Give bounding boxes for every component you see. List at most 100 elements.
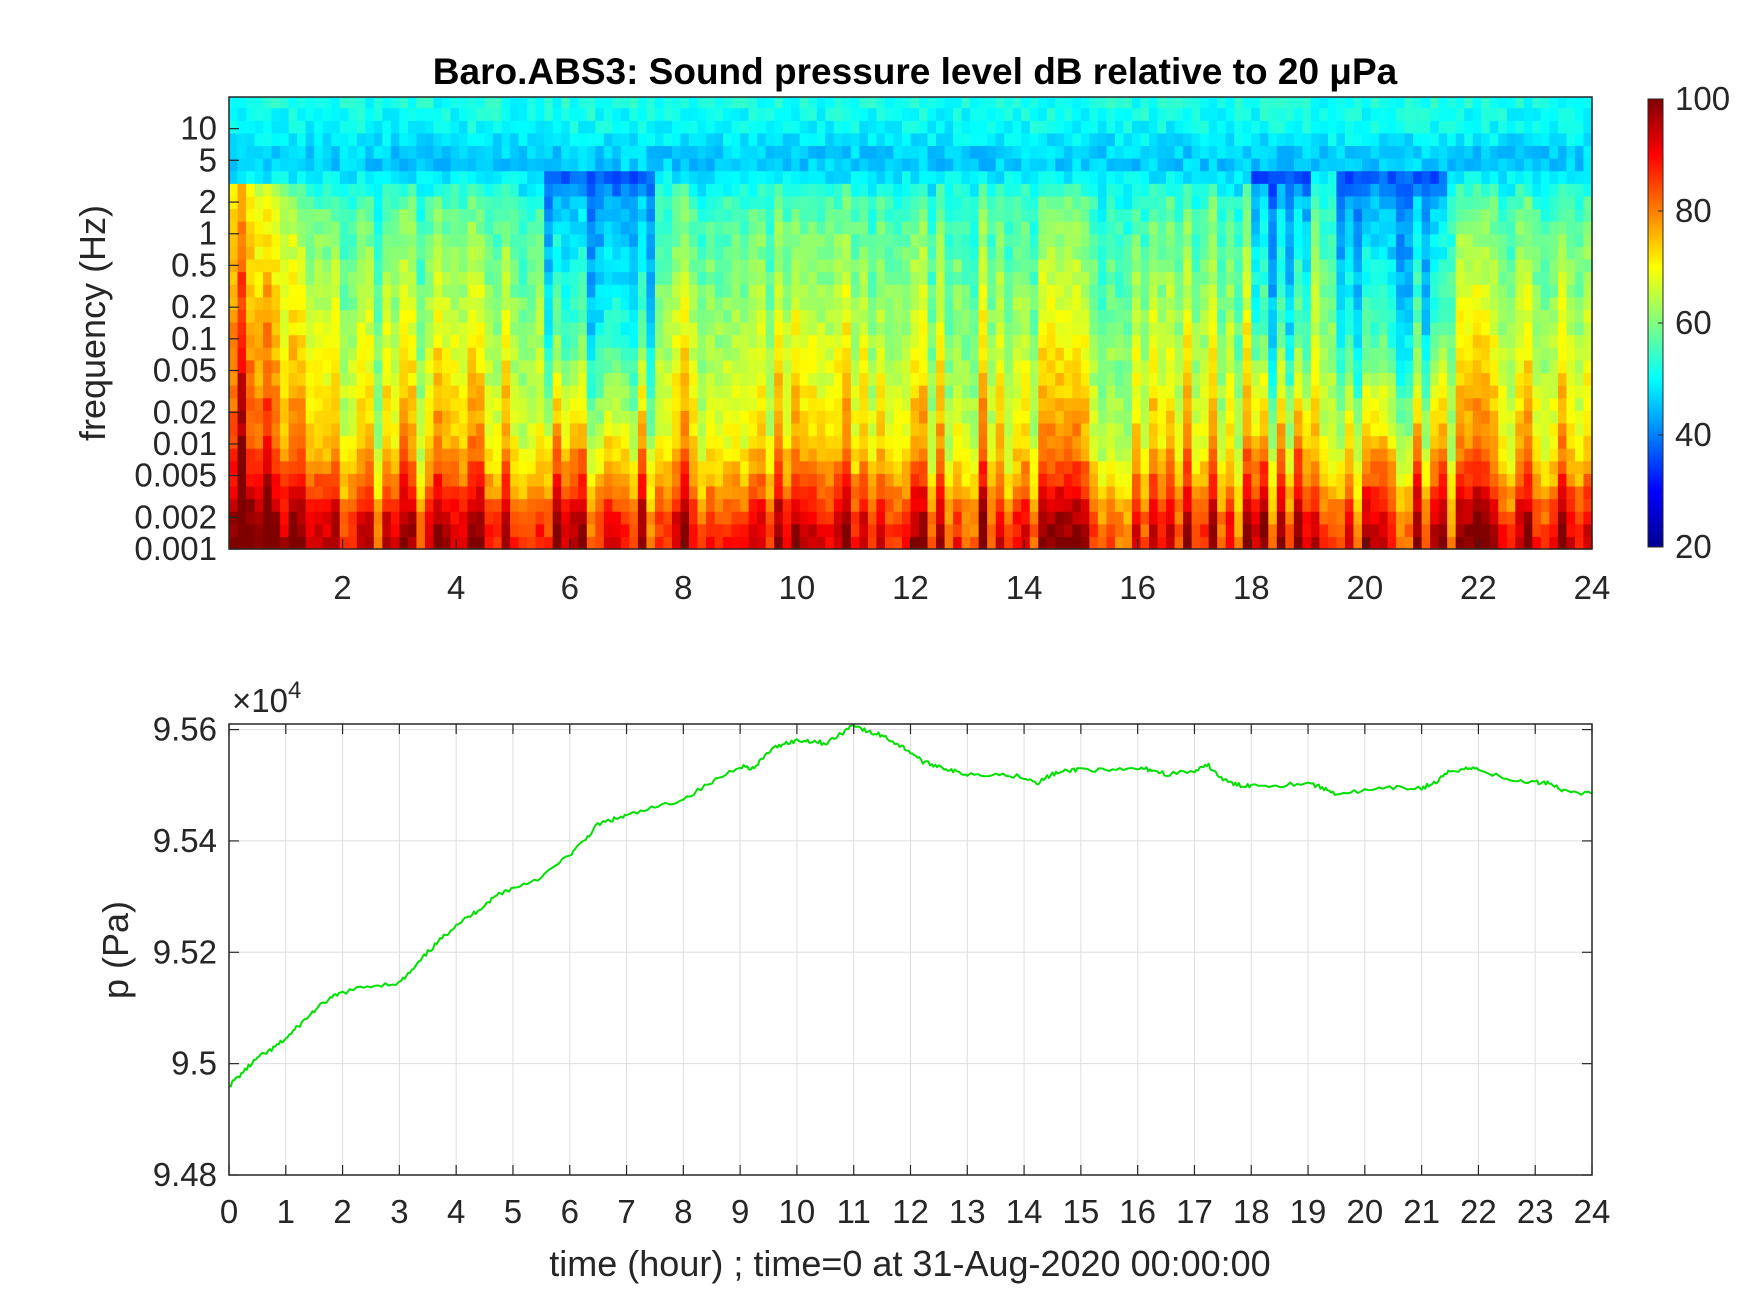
spectrogram-cell <box>629 460 639 474</box>
spectrogram-cell <box>1293 334 1303 348</box>
spectrogram-cell <box>407 258 418 273</box>
spectrogram-cell <box>680 334 690 348</box>
spectrogram-cell <box>331 523 341 537</box>
spectrogram-cell <box>1259 97 1269 109</box>
spectrogram-cell <box>476 296 486 310</box>
spectrogram-cell <box>816 397 826 411</box>
spectrogram-cell <box>382 322 392 336</box>
spectrogram-cell <box>288 132 298 147</box>
spectrogram-cell <box>314 132 324 147</box>
spectrogram-cell <box>1183 347 1193 361</box>
spectrogram-cell <box>441 511 452 525</box>
spectrogram-cell <box>314 271 324 285</box>
spectrogram-cell <box>1114 120 1125 134</box>
spectrogram-cell <box>927 385 937 399</box>
spectrogram-cell <box>1114 372 1125 386</box>
spectrogram-cell <box>1293 347 1303 361</box>
spectrogram-cell <box>1131 511 1142 525</box>
spectrogram-cell <box>1080 233 1090 247</box>
spectrogram-cell <box>1157 385 1167 399</box>
spectrogram-cell <box>953 97 963 109</box>
spectrogram-cell <box>459 473 469 487</box>
spectrogram-cell <box>927 334 937 348</box>
spectrogram-cell <box>1310 511 1320 525</box>
spectrogram-cell <box>356 158 366 172</box>
spectrogram-cell <box>1361 385 1372 399</box>
spectrogram-cell <box>305 97 315 109</box>
spectrogram-cell <box>263 397 273 411</box>
spectrogram-cell <box>867 233 878 247</box>
spectrogram-cell <box>1251 422 1261 437</box>
spectrogram-cell <box>493 195 503 210</box>
spectrogram-cell <box>365 195 375 210</box>
spectrogram-cell <box>1123 97 1133 109</box>
spectrogram-cell <box>501 284 511 298</box>
spectrogram-cell <box>825 296 835 310</box>
spectrogram-cell <box>1344 246 1355 260</box>
spectrogram-cell <box>322 334 332 348</box>
spectrogram-cell <box>518 359 528 374</box>
spectrogram-cell <box>569 195 579 210</box>
spectrogram-cell <box>663 536 673 550</box>
spectrogram-cell <box>1225 284 1235 298</box>
spectrogram-cell <box>1004 460 1014 474</box>
spectrogram-cell <box>842 208 852 222</box>
spectrogram-cell <box>765 435 775 449</box>
spectrogram-cell <box>612 359 622 374</box>
spectrogram-cell <box>697 397 707 411</box>
spectrogram-cell <box>1208 347 1218 361</box>
spectrogram-cell <box>1046 195 1056 210</box>
spectrogram-cell <box>995 460 1005 474</box>
spectrogram-cell <box>697 183 707 197</box>
spectrogram-cell <box>1276 271 1286 285</box>
spectrogram-cell <box>356 107 366 121</box>
spectrogram-cell <box>978 97 988 109</box>
spectrogram-cell <box>518 536 528 550</box>
spectrogram-cell <box>1080 347 1090 361</box>
spectrogram-cell <box>288 347 298 361</box>
spectrogram-cell <box>893 208 903 222</box>
spectrogram-cell <box>1149 422 1159 437</box>
spectrogram-cell <box>706 132 716 147</box>
spectrogram-cell <box>1293 422 1303 437</box>
spectrogram-cell <box>1131 97 1142 109</box>
spectrogram-cell <box>995 107 1005 121</box>
spectrogram-cell <box>833 132 843 147</box>
spectrogram-cell <box>356 284 366 298</box>
spectrogram-cell <box>237 246 247 260</box>
spectrogram-cell <box>1055 183 1065 197</box>
spectrogram-cell <box>254 397 264 411</box>
spectrogram-cell <box>1140 145 1150 159</box>
spectrogram-cell <box>842 258 852 273</box>
spectrogram-cell <box>254 372 264 386</box>
spectrogram-cell <box>1157 498 1167 512</box>
spectrogram-cell <box>297 284 307 298</box>
spectrogram-cell <box>365 107 375 121</box>
spectrogram-cell <box>799 511 809 525</box>
spectrogram-cell <box>1055 107 1065 121</box>
spectrogram-cell <box>1149 372 1159 386</box>
spectrogram-cell <box>1131 183 1142 197</box>
spectrogram-cell <box>723 473 733 487</box>
spectrogram-cell <box>1157 120 1167 134</box>
spectrogram-cell <box>1149 158 1159 172</box>
spectrogram-cell <box>637 208 648 222</box>
spectrogram-cell <box>314 322 324 336</box>
spectrogram-cell <box>731 460 741 474</box>
spectrogram-cell <box>1114 221 1125 235</box>
spectrogram-cell <box>1106 511 1116 525</box>
spectrogram-cell <box>1276 258 1286 273</box>
spectrogram-cell <box>305 397 315 411</box>
spectrogram-cell <box>808 485 818 500</box>
spectrogram-cell <box>680 158 690 172</box>
spectrogram-cell <box>646 183 656 197</box>
spectrogram-cell <box>799 435 809 449</box>
spectrogram-cell <box>697 145 707 159</box>
spectrogram-cell <box>612 397 622 411</box>
spectrogram-cell <box>1140 296 1150 310</box>
spectrogram-cell <box>595 158 605 172</box>
spectrogram-cell <box>510 536 520 550</box>
spectrogram-cell <box>365 145 375 159</box>
spectrogram-cell <box>552 221 562 235</box>
spectrogram-cell <box>680 195 690 210</box>
